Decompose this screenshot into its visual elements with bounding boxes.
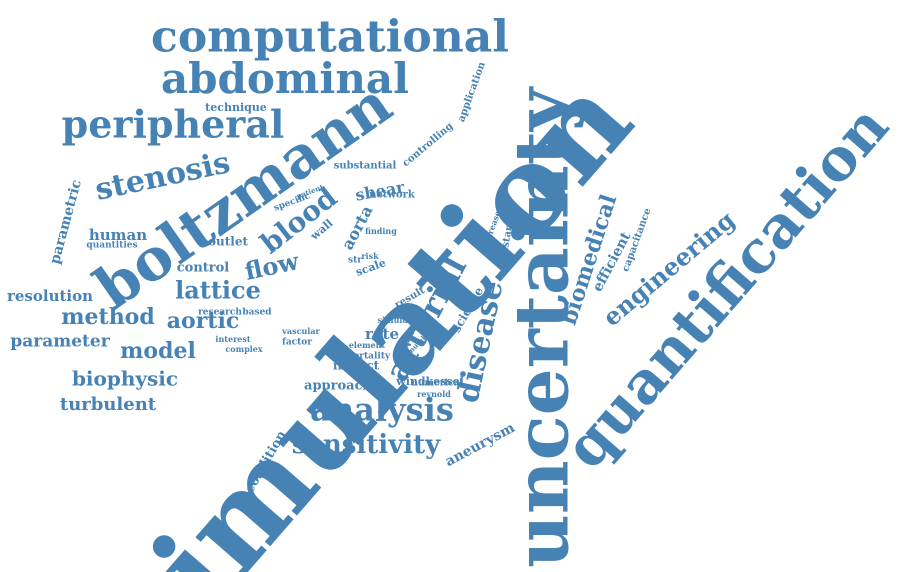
word-outlet: outlet bbox=[208, 235, 248, 249]
word-uncertainty: uncertainty bbox=[500, 86, 586, 568]
word-technique: technique bbox=[205, 101, 267, 114]
word-sensitivity: sensitivity bbox=[292, 430, 441, 460]
word-reynold: reynold bbox=[417, 389, 451, 399]
word-turbulent: turbulent bbox=[60, 394, 157, 415]
word-impact: impact bbox=[333, 359, 380, 373]
word-quantities: quantities bbox=[86, 241, 137, 251]
word-parameter: parameter bbox=[10, 332, 110, 352]
word-computational: computational bbox=[151, 12, 509, 63]
word-aortic: aortic bbox=[167, 308, 239, 334]
word-based: based bbox=[242, 308, 272, 318]
word-flow: flow bbox=[242, 246, 302, 286]
word-network: network bbox=[369, 190, 416, 201]
word-peripheral: peripheral bbox=[62, 102, 285, 147]
word-numerical: numerical bbox=[411, 379, 463, 389]
word-lattice: lattice bbox=[175, 276, 261, 305]
word-complex: complex bbox=[225, 344, 262, 354]
word-vascular: vascular bbox=[281, 326, 320, 336]
word-research: research bbox=[198, 308, 242, 318]
word-biophysic: biophysic bbox=[72, 367, 178, 391]
word-parametric: parametric bbox=[47, 178, 85, 266]
word-mortality: mortality bbox=[344, 352, 391, 362]
word-element: element bbox=[349, 340, 386, 350]
word-human: human bbox=[89, 226, 147, 244]
word-application: application bbox=[456, 60, 488, 124]
word-abdominal: abdominal bbox=[161, 54, 409, 103]
word-control: control bbox=[177, 261, 230, 276]
word-resolution: resolution bbox=[7, 287, 93, 305]
word-simulate: simulate bbox=[378, 315, 417, 325]
word-risk: risk bbox=[361, 251, 379, 261]
word-model: model bbox=[120, 338, 196, 364]
word-str: str bbox=[348, 256, 362, 266]
word-analysis: analysis bbox=[310, 391, 454, 429]
word-approach: approach bbox=[304, 379, 372, 394]
word-substantial: substantial bbox=[334, 161, 397, 172]
word-controlling: controlling bbox=[401, 121, 456, 169]
word-windkessel: windkessel bbox=[395, 375, 464, 388]
word-method: method bbox=[61, 304, 155, 330]
word-rate: rate bbox=[365, 325, 399, 343]
word-interest: interest bbox=[215, 334, 250, 344]
word-factor: factor bbox=[282, 338, 312, 348]
word-finding: finding bbox=[365, 226, 397, 236]
